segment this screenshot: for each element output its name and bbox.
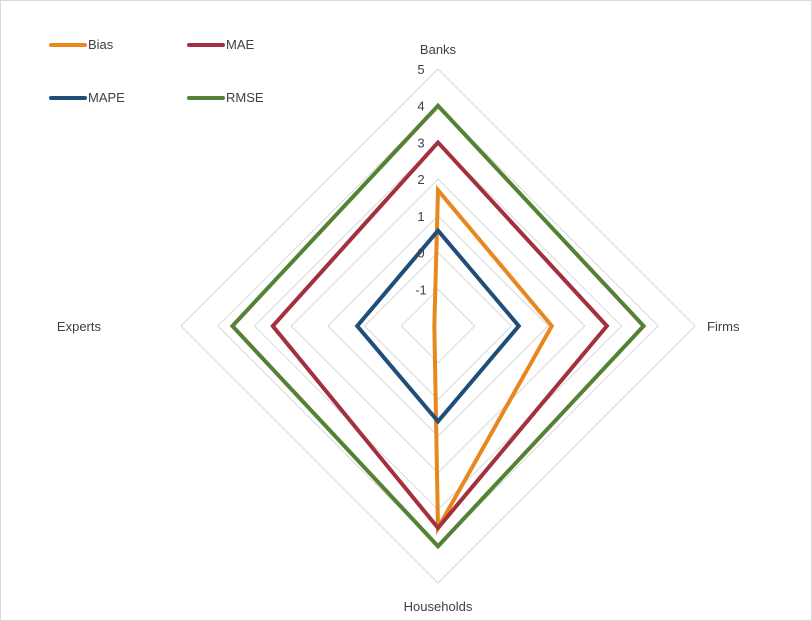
radar-tick-labels: -1 0 1 2 3 4 5 (415, 62, 427, 297)
tick-label: 5 (417, 62, 424, 77)
radar-axis-labels: Banks Firms Households Experts (57, 42, 740, 614)
series-line-mape (354, 227, 522, 425)
tick-label: 3 (417, 135, 424, 150)
series-line-mae (270, 139, 610, 532)
tick-label: -1 (415, 282, 427, 297)
grid-ring (180, 68, 696, 584)
axis-label-experts: Experts (57, 319, 102, 334)
grid-ring (400, 288, 476, 364)
axis-label-banks: Banks (420, 42, 457, 57)
tick-label: 2 (417, 172, 424, 187)
axis-label-households: Households (404, 599, 473, 614)
legend: Bias MAE MAPE RMSE (49, 37, 264, 105)
tick-label: 0 (417, 246, 424, 261)
axis-label-firms: Firms (707, 319, 740, 334)
legend-label-mae: MAE (226, 37, 255, 52)
radar-series (229, 102, 647, 550)
grid-ring (363, 251, 513, 401)
legend-label-bias: Bias (88, 37, 114, 52)
tick-label: 4 (417, 99, 424, 114)
legend-label-rmse: RMSE (226, 90, 264, 105)
series-line-rmse (229, 102, 647, 550)
legend-label-mape: MAPE (88, 90, 125, 105)
tick-label: 1 (417, 209, 424, 224)
